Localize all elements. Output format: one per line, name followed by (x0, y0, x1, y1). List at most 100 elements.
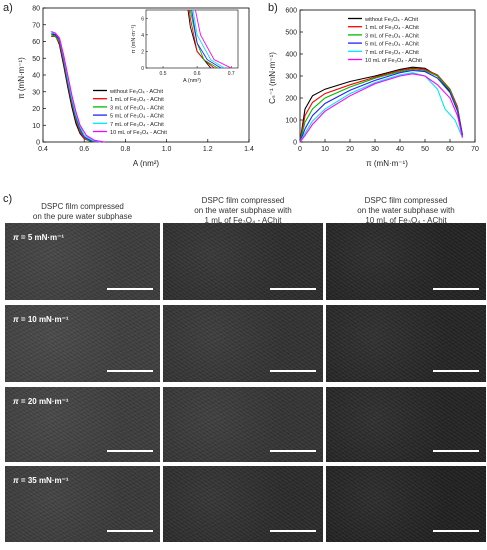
isotherm-legend-label: without Fe₃O₄ - AChit (109, 89, 164, 95)
compress-series-6 (299, 73, 464, 143)
isotherm-legend-label: 1 mL of Fe₃O₄ - AChit (110, 97, 164, 103)
compress-ytick-label: 100 (285, 118, 297, 125)
scale-bar (107, 450, 153, 452)
scale-bar (270, 370, 316, 372)
compress-xtick-label: 10 (321, 146, 329, 153)
compressibility-chart: 0 10 20 30 40 50 60 70 0 100 200 300 400 500 600 π (mN·… (268, 8, 479, 169)
scale-bar (433, 450, 479, 452)
inset-xtick-label: 0.5 (160, 71, 167, 77)
isotherm-ytick-label: 50 (32, 56, 40, 63)
scale-bar (107, 288, 153, 290)
isotherm-xlabel: A (nm²) (133, 159, 160, 168)
compress-xtick-label: 70 (471, 146, 479, 153)
compress-legend-label: without Fe₃O₄ - AChit (364, 17, 419, 23)
compress-ylabel: Cₛ⁻¹ (mN·m⁻¹) (268, 52, 277, 104)
compress-xlabel: π (mN·m⁻¹) (366, 159, 408, 168)
inset-series-3 (189, 10, 218, 68)
bam-image-r4-c3 (326, 466, 486, 542)
compress-xtick-label: 50 (421, 146, 429, 153)
bam-column-header-1: DSPC film compressed on the pure water s… (5, 202, 160, 222)
compress-ytick-label: 500 (285, 30, 297, 37)
scale-bar (433, 530, 479, 532)
scale-bar (270, 288, 316, 290)
pi-symbol: π (13, 315, 19, 324)
inset-ylabel: π (mN·m⁻¹) (131, 24, 137, 53)
isotherm-ytick-label: 70 (32, 22, 40, 29)
pressure-value: = 20 mN·m⁻¹ (18, 397, 69, 406)
bam-image-r2-c2 (163, 305, 323, 382)
compress-xtick-label: 0 (298, 146, 302, 153)
inset-xtick-label: 0.6 (194, 71, 201, 77)
bam-col3-line3: 10 mL of Fe₃O₄ - AChit (365, 216, 447, 225)
inset-xtick-label: 0.7 (228, 71, 235, 77)
isotherm-xtick-label: 1.0 (162, 146, 172, 153)
panel-a-letter: a) (3, 2, 13, 14)
bam-col1-line1: DSPC film compressed (41, 202, 124, 211)
compress-series-5 (299, 72, 464, 143)
bam-image-r3-c2 (163, 387, 323, 462)
isotherm-legend-label: 7 mL of Fe₃O₄ - AChit (110, 122, 164, 128)
bam-image-r4-c1: π = 35 mN·m⁻¹ (5, 466, 160, 542)
compress-series-2 (299, 67, 464, 143)
bam-pressure-label: π = 35 mN·m⁻¹ (13, 476, 69, 485)
bam-image-r1-c1: π = 5 mN·m⁻¹ (5, 223, 160, 300)
inset-series-5 (192, 10, 225, 68)
isotherm-series-3 (51, 34, 97, 143)
bam-col3-line2: on the water subphase with (357, 206, 455, 215)
bam-image-r3-c1: π = 20 mN·m⁻¹ (5, 387, 160, 462)
compress-legend-label: 10 mL of Fe₃O₄ - AChit (365, 58, 422, 64)
isotherm-xtick-label: 1.2 (203, 146, 213, 153)
bam-image-r2-c3 (326, 305, 486, 382)
inset-series-4 (191, 10, 222, 68)
bam-image-r2-c1: π = 10 mN·m⁻¹ (5, 305, 160, 382)
pi-symbol: π (13, 476, 19, 485)
scale-bar (107, 370, 153, 372)
bam-col3-line1: DSPC film compressed (364, 196, 448, 205)
bam-col2-line1: DSPC film compressed (201, 196, 285, 205)
compress-xtick-label: 40 (396, 146, 404, 153)
pressure-value: = 35 mN·m⁻¹ (18, 476, 69, 485)
bam-pressure-label: π = 5 mN·m⁻¹ (13, 233, 64, 242)
isotherm-ytick-label: 20 (32, 106, 40, 113)
bam-image-r4-c2 (163, 466, 323, 542)
isotherm-legend-label: 10 mL of Fe₃O₄ - AChit (110, 130, 167, 136)
isotherm-legend-label: 5 mL of Fe₃O₄ - AChit (110, 114, 164, 120)
compress-xtick-label: 20 (346, 146, 354, 153)
bam-column-header-3: DSPC film compressed on the water subpha… (326, 196, 486, 226)
inset-ytick-label: 4 (141, 33, 144, 39)
isotherm-xtick-label: 0.6 (79, 146, 89, 153)
compress-series-4 (299, 69, 464, 143)
bam-pressure-label: π = 10 mN·m⁻¹ (13, 315, 69, 324)
compress-ytick-label: 400 (285, 52, 297, 59)
isotherm-legend-label: 3 mL of Fe₃O₄ - AChit (110, 105, 164, 111)
compress-legend-label: 5 mL of Fe₃O₄ - AChit (365, 42, 419, 48)
scale-bar (107, 530, 153, 532)
bam-col2-line2: on the water subphase with (194, 206, 292, 215)
inset-ytick-label: 2 (141, 49, 144, 55)
isotherm-series-4 (51, 32, 99, 143)
compress-ytick-label: 300 (285, 74, 297, 81)
isotherm-ytick-label: 0 (36, 140, 40, 147)
compress-ytick-label: 600 (285, 8, 297, 15)
bam-image-r3-c3 (326, 387, 486, 462)
bam-image-r1-c2 (163, 223, 323, 300)
isotherm-series-1 (51, 34, 93, 143)
bam-col2-line3: 1 mL of Fe₃O₄ - AChit (204, 216, 282, 225)
bam-pressure-label: π = 20 mN·m⁻¹ (13, 397, 69, 406)
isotherm-ylabel: π (mN·m⁻¹) (17, 57, 26, 99)
bam-col1-line2: on the pure water subphase (32, 212, 133, 221)
bam-column-header-2: DSPC film compressed on the water subpha… (163, 196, 323, 226)
isotherm-ytick-label: 80 (32, 6, 40, 13)
isotherm-ytick-label: 10 (32, 123, 40, 130)
compress-legend-label: 3 mL of Fe₃O₄ - AChit (365, 33, 419, 39)
pi-symbol: π (13, 397, 19, 406)
inset-ytick-label: 6 (141, 16, 144, 22)
isotherm-xtick-label: 1.4 (244, 146, 254, 153)
compress-legend-label: 1 mL of Fe₃O₄ - AChit (365, 25, 419, 31)
scale-bar (433, 288, 479, 290)
bam-image-r1-c3 (326, 223, 486, 300)
inset-series-6 (194, 10, 232, 68)
compress-ytick-label: 0 (293, 140, 297, 147)
scale-bar (270, 450, 316, 452)
